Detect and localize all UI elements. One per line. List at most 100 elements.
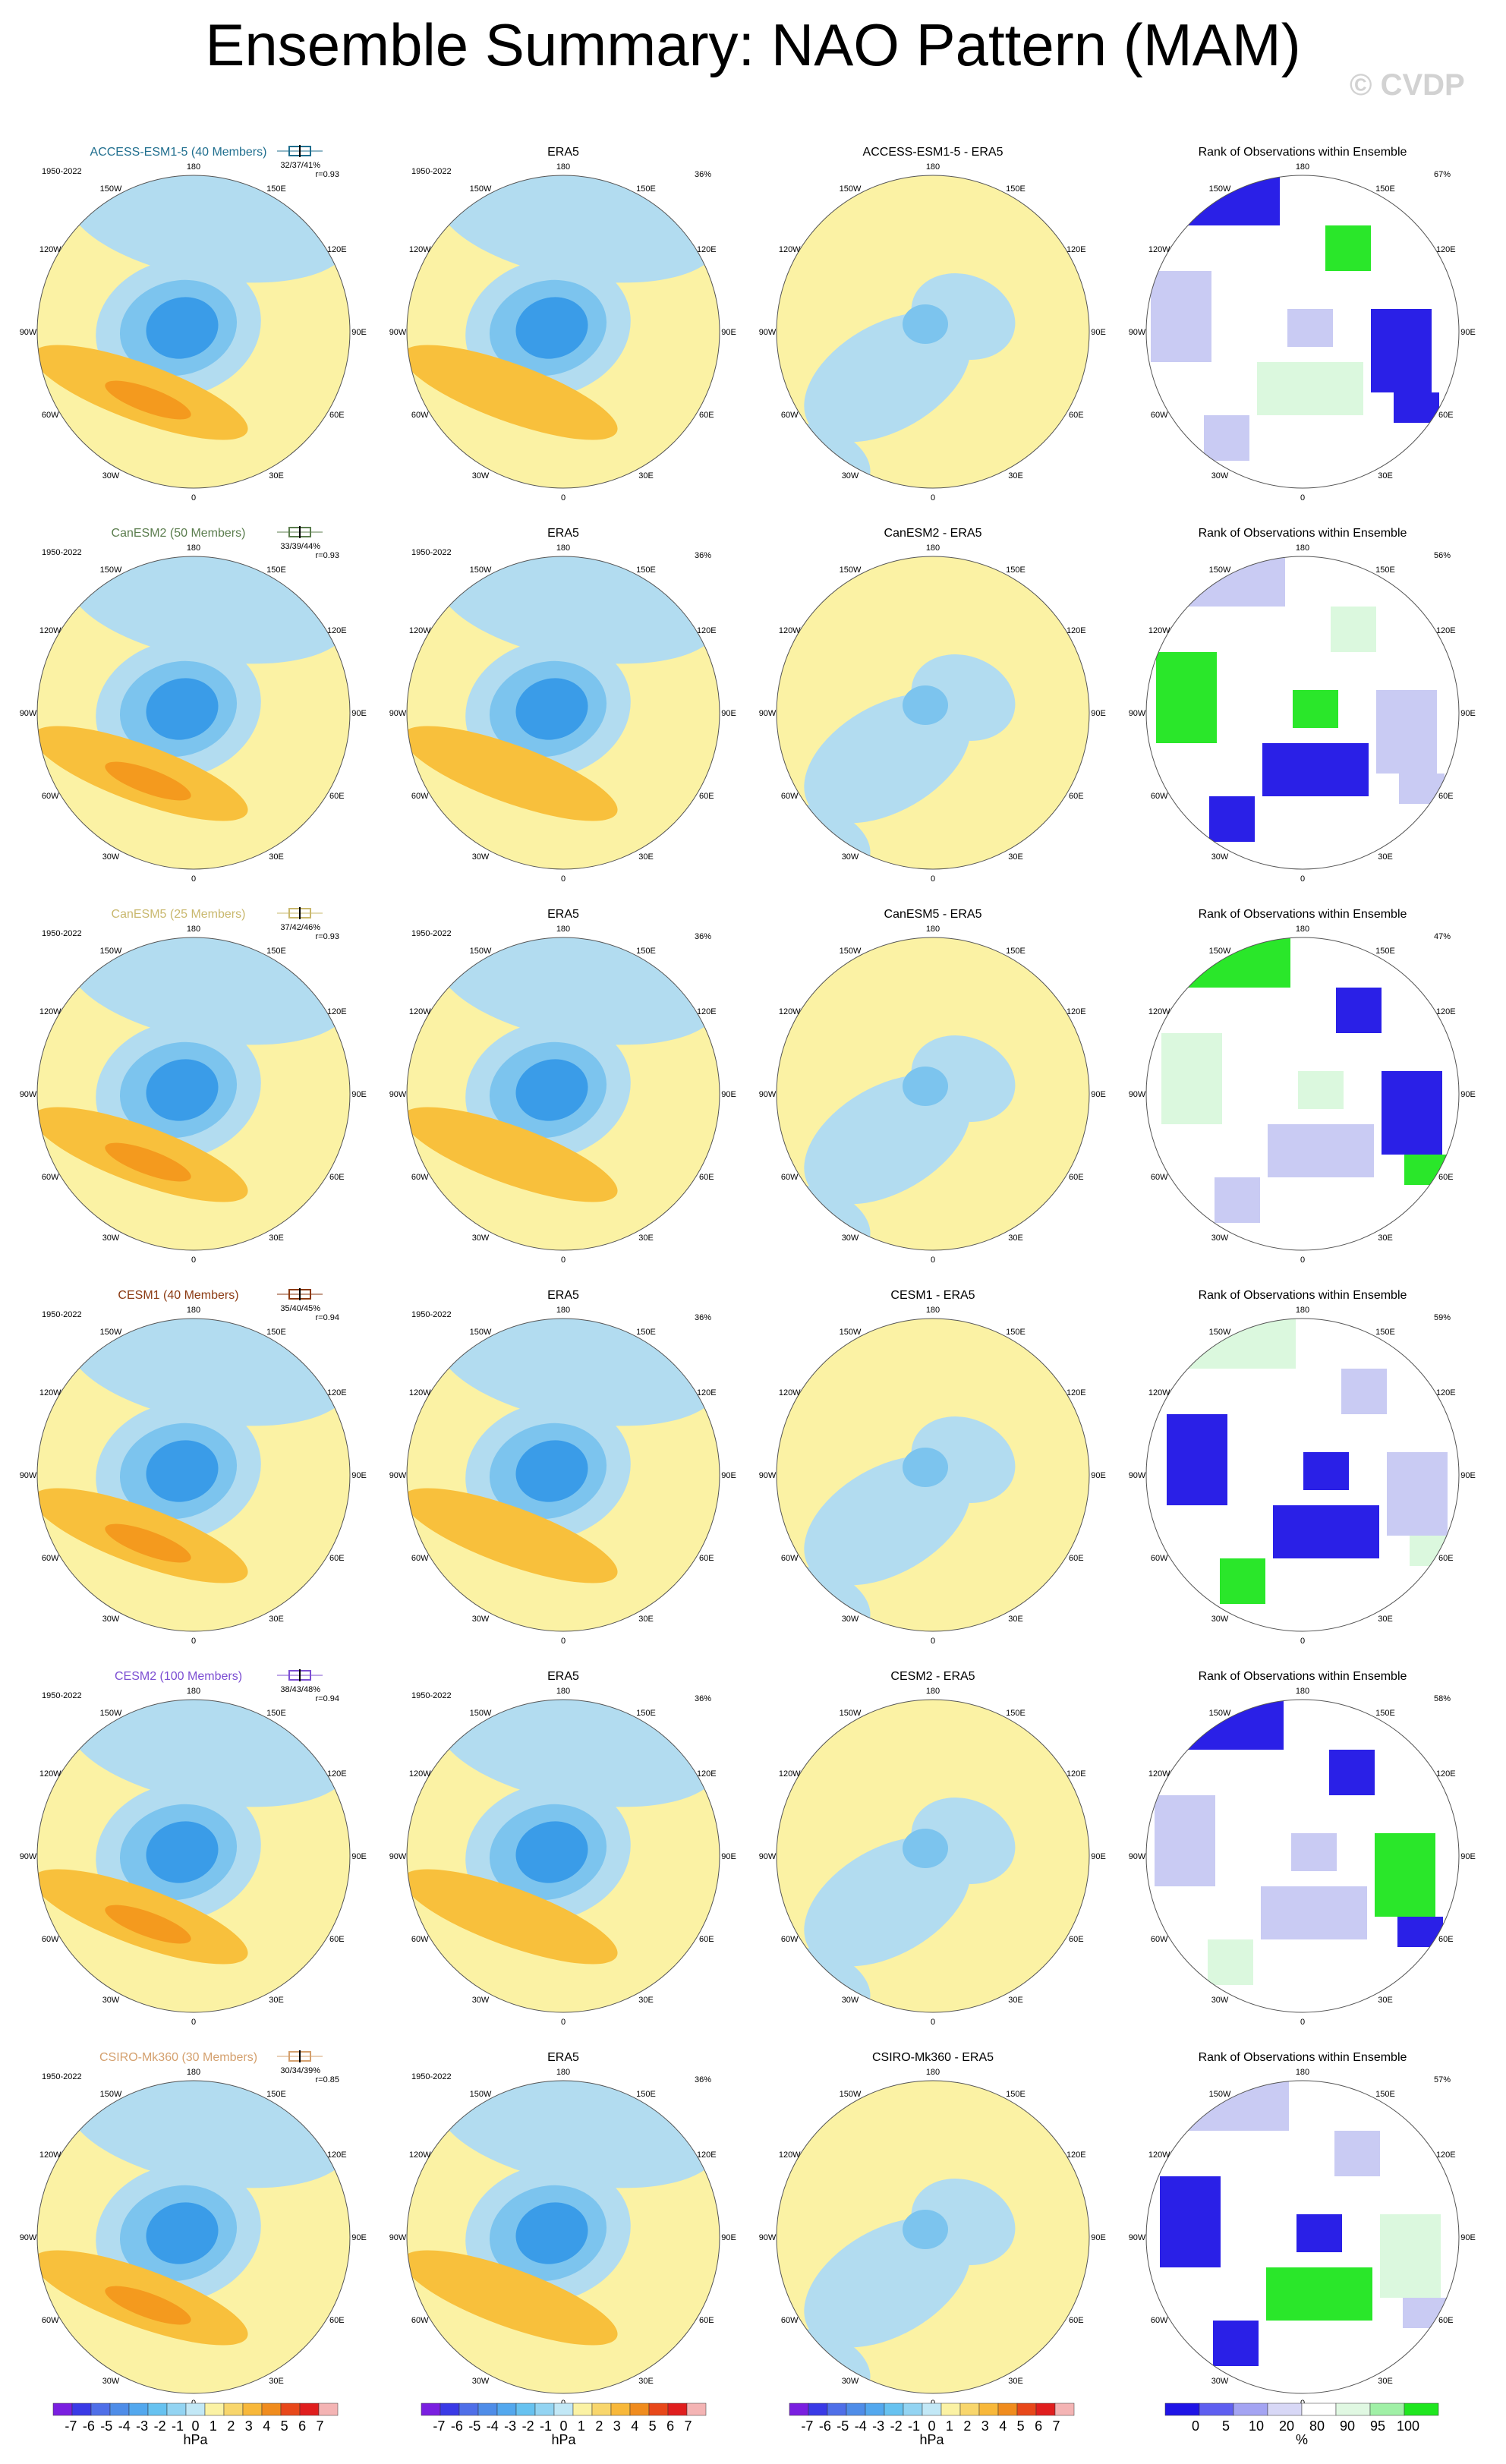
lon-label: 60W — [781, 411, 799, 420]
pc-stats: 33/39/44% — [280, 542, 320, 551]
lon-label: 90W — [20, 1852, 37, 1861]
lon-label: 90W — [1129, 1852, 1146, 1861]
lon-label: 120W — [39, 1769, 61, 1779]
lon-label: 90W — [759, 328, 777, 337]
map-border — [36, 1699, 351, 2013]
pc-stats: 35/40/45% — [280, 1304, 320, 1313]
lon-label: 60W — [42, 1554, 59, 1563]
years-label: 1950-2022 — [411, 167, 452, 176]
rank-pct: 59% — [1434, 1313, 1451, 1322]
negative-region — [804, 1455, 971, 1586]
colorbar-unit: hPa — [919, 2432, 944, 2447]
rank-region — [1209, 796, 1255, 842]
colorbar-tick: 90 — [1340, 2418, 1355, 2434]
rank-region — [1375, 1833, 1435, 1917]
lon-label: 60E — [329, 2316, 345, 2325]
lon-label: 60W — [42, 411, 59, 420]
lon-label: 30E — [1378, 852, 1393, 862]
map-panel-rank: 180 150E 120E 90E 60E 30E 0 30W 60W 90W 120W 150W Ra… — [1129, 527, 1476, 884]
colorbar-tick: 2 — [963, 2418, 971, 2434]
colorbar-swatch — [166, 2403, 187, 2416]
colorbar-swatch — [1267, 2403, 1303, 2416]
rank-region — [1303, 1452, 1349, 1490]
map-panel-diff: 180 150E 120E 90E 60E 30E 0 30W 60W 90W 120W 150W Ca… — [759, 908, 1106, 1265]
positive-region — [407, 345, 618, 440]
lon-label: 120E — [697, 626, 717, 635]
colorbar-tick: -6 — [819, 2418, 831, 2434]
lon-label: 30E — [269, 1996, 284, 2005]
colorbar-swatch — [648, 2403, 669, 2416]
colorbar-tick: -5 — [100, 2418, 112, 2434]
lon-label: 60W — [1151, 1935, 1168, 1944]
lon-label: 30W — [102, 2377, 120, 2386]
lon-label: 120W — [779, 2150, 801, 2160]
lon-label: 120W — [39, 626, 61, 635]
colorbar-tick: -4 — [855, 2418, 867, 2434]
lon-label: 150E — [1375, 1709, 1395, 1718]
lon-label: 120W — [779, 626, 801, 635]
map-border — [776, 2080, 1090, 2394]
colorbar-tick: -1 — [172, 2418, 184, 2434]
lon-label: 60W — [411, 2316, 429, 2325]
rank-region — [1331, 607, 1376, 652]
positive-region — [407, 726, 618, 821]
colorbar-swatch — [846, 2403, 866, 2416]
lon-label: 150W — [100, 2090, 122, 2099]
colorbar-tick: 1 — [578, 2418, 585, 2434]
lon-label: 90E — [721, 709, 736, 718]
lon-label: 60E — [1438, 2316, 1454, 2325]
lon-label: 180 — [187, 2068, 200, 2077]
map-panel-model: 180 150E 120E 90E 60E 30E 0 30W 60W 90W 120W 150W CE… — [20, 1669, 367, 2027]
lon-label: 150W — [840, 2090, 862, 2099]
rank-region — [1220, 1558, 1265, 1604]
lon-label: 150W — [840, 947, 862, 956]
model-title: CSIRO-Mk360 (30 Members) — [99, 2051, 257, 2064]
colorbar-swatch — [261, 2403, 282, 2416]
map-panel-model: 180 150E 120E 90E 60E 30E 0 30W 60W 90W 120W 150W CE… — [20, 1288, 367, 1646]
lon-label: 120W — [1148, 1388, 1170, 1397]
map-border — [776, 1699, 1090, 2013]
lon-label: 120W — [39, 2150, 61, 2160]
years-label: 1950-2022 — [42, 1691, 82, 1700]
lon-label: 30W — [1211, 1996, 1229, 2005]
lon-label: 0 — [561, 874, 566, 884]
era5-pct: 36% — [695, 2075, 711, 2084]
rank-region — [1387, 1452, 1448, 1536]
years-label: 1950-2022 — [42, 2072, 82, 2081]
lon-label: 150E — [636, 1709, 656, 1718]
lon-label: 120W — [39, 1388, 61, 1397]
lon-label: 150E — [266, 947, 286, 956]
lon-label: 0 — [191, 874, 196, 884]
colorbar-tick: -6 — [83, 2418, 95, 2434]
map-panel-era5: 180 150E 120E 90E 60E 30E 0 30W 60W 90W 120W 150W ER… — [389, 908, 736, 1265]
negative-core — [903, 304, 948, 344]
era5-title: ERA5 — [547, 2051, 579, 2064]
lon-label: 120E — [1066, 1769, 1086, 1779]
lon-label: 30E — [1378, 1234, 1393, 1243]
map-panel-diff: 180 150E 120E 90E 60E 30E 0 30W 60W 90W 120W 150W CE… — [759, 1670, 1106, 2027]
lon-label: 150W — [1209, 2090, 1231, 2099]
lon-label: 0 — [1300, 874, 1305, 884]
era5-title: ERA5 — [547, 527, 579, 540]
map-border — [36, 937, 351, 1251]
model-title: CanESM2 (50 Members) — [112, 527, 246, 540]
colorbar-tick: -2 — [890, 2418, 903, 2434]
rank-region — [1171, 556, 1285, 607]
lon-label: 30E — [1378, 471, 1393, 481]
rank-region — [1266, 2267, 1372, 2321]
rank-region — [1208, 1939, 1253, 1985]
lon-label: 60E — [699, 1173, 714, 1182]
lon-label: 120E — [1436, 1388, 1456, 1397]
colorbar-tick: -2 — [522, 2418, 534, 2434]
lon-label: 150E — [266, 2090, 286, 2099]
negative-core — [146, 1059, 219, 1121]
lon-label: 90W — [20, 1090, 37, 1099]
colorbar-swatch — [789, 2403, 809, 2416]
lon-label: 150E — [636, 2090, 656, 2099]
era5-pct: 36% — [695, 551, 711, 560]
lon-label: 0 — [191, 1637, 196, 1646]
colorbar-swatch — [1404, 2403, 1439, 2416]
era5-title: ERA5 — [547, 908, 579, 921]
lon-label: 60W — [781, 792, 799, 801]
lon-label: 120W — [1148, 1007, 1170, 1016]
